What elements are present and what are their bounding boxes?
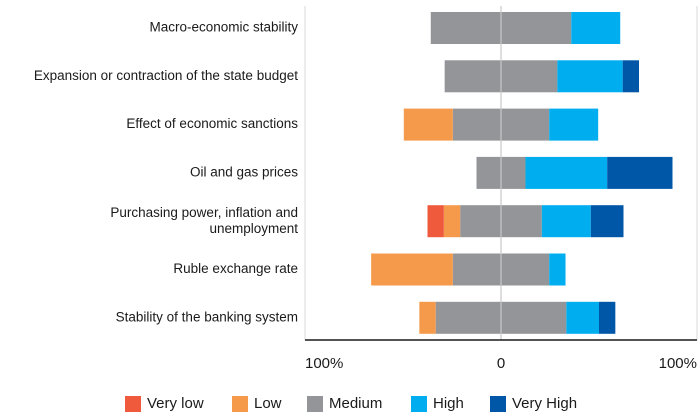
category-label: Oil and gas prices [190, 164, 298, 179]
x-axis: 100% 0 100% [304, 6, 698, 372]
bar-segment-high [557, 60, 623, 93]
bar-segment-very-high [622, 60, 640, 93]
bar-segment-high [541, 205, 591, 238]
legend-label: High [433, 395, 464, 412]
bar-segment-low [419, 301, 436, 334]
legend-label: Low [254, 395, 282, 412]
bar-segment-high [566, 301, 599, 334]
bar-segment-low [371, 253, 453, 286]
category-label: Purchasing power, inflation and [110, 205, 298, 220]
legend-item: Low [232, 395, 282, 412]
legend-item: Very High [490, 395, 577, 412]
legend-swatch [411, 396, 427, 412]
bar-segment-high [549, 253, 566, 286]
bar-segment-high [525, 156, 608, 189]
category-label: Effect of economic sanctions [126, 116, 298, 131]
bar-segment-high [549, 108, 599, 141]
legend: Very low Low Medium High Very High [125, 395, 577, 412]
legend-label: Very High [512, 395, 577, 412]
legend-swatch [232, 396, 248, 412]
legend-item: High [411, 395, 464, 412]
legend-item: Very low [125, 395, 204, 412]
bar-segment-high [571, 12, 621, 44]
category-label: unemployment [209, 221, 298, 236]
bar-segment-very-low [427, 205, 444, 238]
x-tick-label: 0 [497, 355, 505, 372]
bar-segment-low [403, 108, 453, 141]
category-label: Expansion or contraction of the state bu… [34, 68, 298, 83]
bar-segment-very-high [607, 156, 673, 189]
category-label: Macro-economic stability [149, 20, 298, 35]
legend-label: Very low [147, 395, 204, 412]
legend-label: Medium [329, 395, 382, 412]
bar-segment-low [443, 205, 461, 238]
plot-area [371, 12, 673, 334]
x-tick-label: 100% [305, 355, 343, 372]
category-label: Ruble exchange rate [173, 261, 298, 276]
x-tick-label: 100% [659, 355, 697, 372]
legend-swatch [490, 396, 506, 412]
legend-swatch [125, 396, 141, 412]
legend-swatch [307, 396, 323, 412]
category-label: Stability of the banking system [116, 309, 298, 324]
bar-segment-very-high [590, 205, 624, 238]
legend-item: Medium [307, 395, 382, 412]
bar-segment-very-high [599, 301, 616, 334]
category-labels: Macro-economic stability Expansion or con… [34, 20, 298, 325]
